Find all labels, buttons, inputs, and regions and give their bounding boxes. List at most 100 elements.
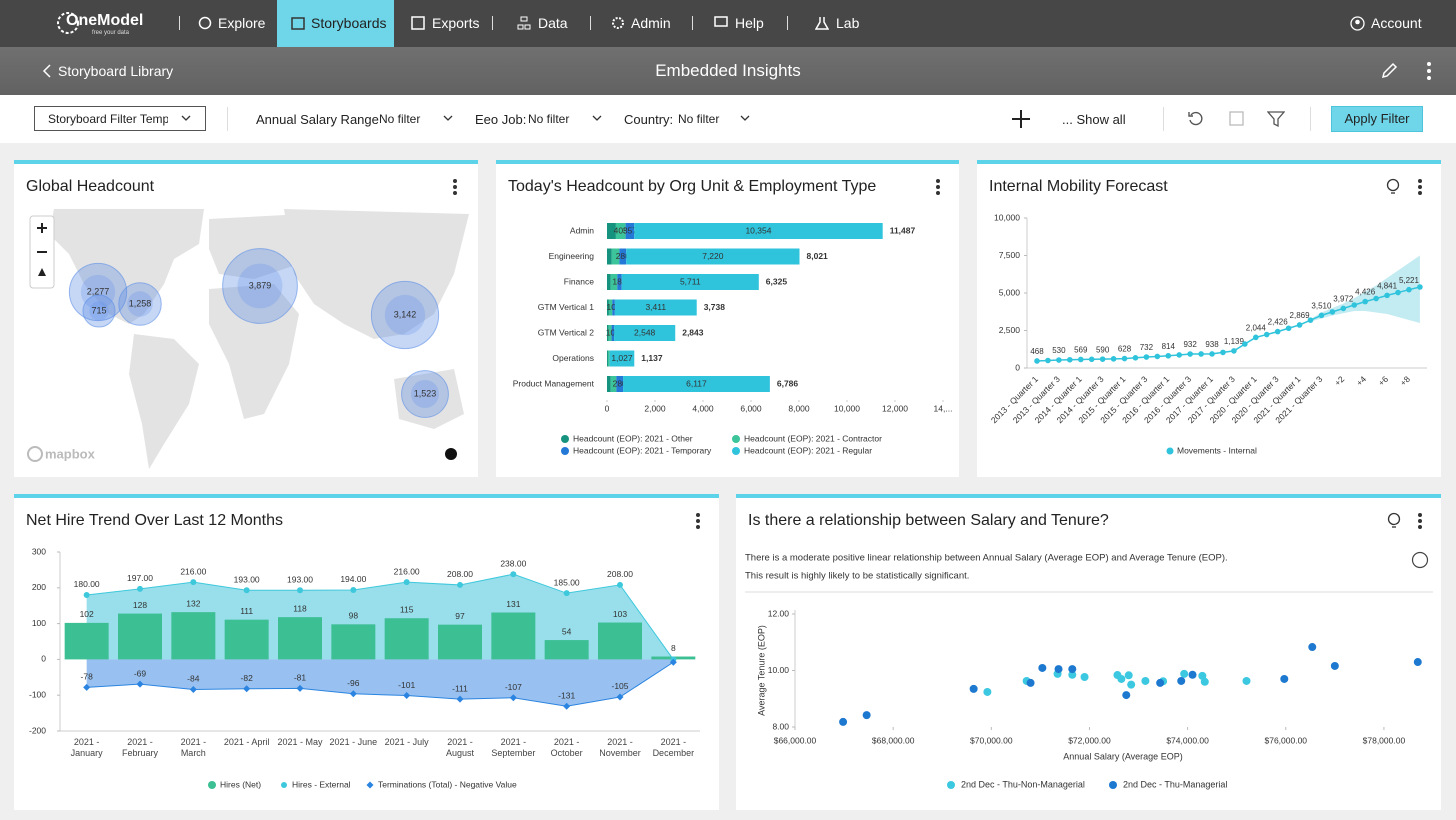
nav-item[interactable]: Exports bbox=[432, 15, 480, 31]
point bbox=[1373, 295, 1379, 302]
point bbox=[1220, 349, 1226, 356]
x-tick-label: 2021 - December bbox=[652, 737, 695, 758]
point bbox=[1296, 322, 1303, 328]
menu-icon[interactable] bbox=[1415, 512, 1425, 532]
bar-segment bbox=[607, 299, 609, 316]
menu-icon[interactable] bbox=[1424, 61, 1434, 81]
nav-item[interactable]: Explore bbox=[218, 15, 266, 31]
y-tick-label: 5,000 bbox=[999, 287, 1021, 297]
x-tick-label: 2021 - September bbox=[491, 737, 536, 758]
x-tick-label: 2021 - August bbox=[445, 737, 475, 758]
point bbox=[1068, 670, 1077, 679]
apply-button[interactable]: Apply Filter bbox=[1331, 106, 1423, 132]
combo-chart: -200 -100 0 100 200 300 102 128 132 111 118 98 115 97… bbox=[29, 546, 700, 789]
top-nav: OneModel free your data Explore Storyboa… bbox=[0, 0, 1456, 47]
x-tick-label: 0 bbox=[605, 403, 610, 413]
point bbox=[1280, 674, 1289, 683]
point bbox=[243, 685, 251, 693]
category-label: Operations bbox=[552, 353, 594, 363]
filter-label: Annual Salary Range bbox=[256, 112, 379, 127]
bar-segment bbox=[607, 376, 611, 392]
x-tick-label: 2021 - January bbox=[70, 737, 103, 758]
save-icon[interactable] bbox=[1228, 110, 1246, 128]
panel: 0 2,000 4,000 6,000 8,000 10,000 12,000 14,... A… bbox=[496, 160, 959, 477]
bar bbox=[331, 624, 376, 660]
zoom-in[interactable] bbox=[37, 223, 47, 233]
filter-icon[interactable] bbox=[1267, 110, 1285, 128]
point-label: 3,972 bbox=[1333, 295, 1354, 304]
menu-icon[interactable] bbox=[1415, 178, 1425, 198]
filter-value[interactable]: No filter bbox=[528, 112, 570, 126]
bar-label: 111 bbox=[240, 606, 253, 616]
insight-icon[interactable] bbox=[1386, 512, 1402, 532]
segment-label: 7,220 bbox=[702, 251, 724, 261]
point bbox=[563, 590, 570, 597]
filter-value[interactable]: No filter bbox=[678, 112, 720, 126]
point-label: -78 bbox=[81, 672, 94, 682]
point-label: -111 bbox=[452, 683, 468, 693]
point bbox=[1395, 289, 1401, 296]
add-filter[interactable] bbox=[1011, 109, 1031, 129]
bubble bbox=[82, 294, 116, 328]
template-select[interactable] bbox=[34, 106, 206, 131]
total-label: 11,487 bbox=[890, 225, 916, 235]
x-tick-label: 2021 - February bbox=[121, 737, 158, 758]
point-label: 216.00 bbox=[394, 566, 420, 576]
icon bbox=[714, 16, 728, 27]
zoom-controls bbox=[29, 215, 55, 289]
panel: There is a moderate positive linear rela… bbox=[736, 494, 1441, 810]
segment-label: 357 bbox=[623, 225, 637, 235]
edit-icon[interactable] bbox=[1380, 62, 1398, 80]
bubble-label: 715 bbox=[91, 305, 106, 315]
category-label: GTM Vertical 2 bbox=[538, 327, 594, 337]
bar-label: 128 bbox=[133, 600, 147, 610]
point-label: 468 bbox=[1030, 347, 1044, 356]
point bbox=[349, 690, 357, 698]
account[interactable]: Account bbox=[1371, 15, 1422, 31]
nav-item[interactable]: Lab bbox=[836, 15, 860, 31]
point-label: -84 bbox=[187, 674, 200, 684]
point-label: 814 bbox=[1162, 342, 1176, 351]
point-label: 185.00 bbox=[554, 577, 580, 587]
menu-icon[interactable] bbox=[693, 512, 703, 532]
bar-segment bbox=[623, 376, 770, 392]
back-link[interactable]: Storyboard Library bbox=[58, 63, 174, 79]
insight-icon[interactable] bbox=[1385, 178, 1401, 198]
chevron bbox=[592, 115, 602, 121]
nav-item[interactable]: Help bbox=[735, 15, 764, 31]
show-all[interactable]: ... Show all bbox=[1062, 112, 1126, 127]
info-icon[interactable] bbox=[1411, 551, 1429, 569]
panel-title: Is there a relationship between Salary a… bbox=[748, 512, 1109, 529]
compass[interactable] bbox=[38, 268, 46, 276]
x-tick-label: 6,000 bbox=[740, 403, 762, 413]
menu-icon[interactable] bbox=[933, 178, 943, 198]
point bbox=[190, 579, 197, 586]
logo[interactable]: OneModel bbox=[66, 12, 144, 29]
bar-segment bbox=[608, 299, 613, 316]
point-label: -101 bbox=[398, 680, 415, 690]
nav-item[interactable]: Storyboards bbox=[311, 15, 387, 31]
nav-item[interactable]: Data bbox=[538, 15, 568, 31]
bubble bbox=[118, 282, 162, 326]
point-label: 569 bbox=[1074, 346, 1088, 355]
point bbox=[1067, 356, 1073, 363]
point-label: -96 bbox=[347, 678, 360, 688]
bar-segment bbox=[607, 274, 611, 290]
panel: -200 -100 0 100 200 300 102 128 132 111 118 98 115 97… bbox=[14, 494, 719, 810]
insight-text: This result is highly likely to be stati… bbox=[745, 571, 969, 582]
point bbox=[243, 587, 250, 594]
bar-segment bbox=[607, 325, 609, 341]
reset-icon[interactable] bbox=[1187, 110, 1205, 128]
map-attribution[interactable]: mapbox bbox=[45, 446, 96, 461]
filter-value[interactable]: No filter bbox=[379, 112, 421, 126]
nav-item[interactable]: Admin bbox=[631, 15, 671, 31]
bubble-label: 1,258 bbox=[129, 298, 152, 308]
x-tick-label: 2,000 bbox=[644, 403, 666, 413]
point bbox=[1188, 670, 1197, 679]
total-label: 6,325 bbox=[766, 276, 788, 286]
info-icon[interactable] bbox=[445, 448, 457, 460]
point bbox=[1054, 665, 1063, 674]
y-axis-title: Average Tenure (EOP) bbox=[756, 625, 766, 716]
menu-icon[interactable] bbox=[450, 178, 460, 198]
